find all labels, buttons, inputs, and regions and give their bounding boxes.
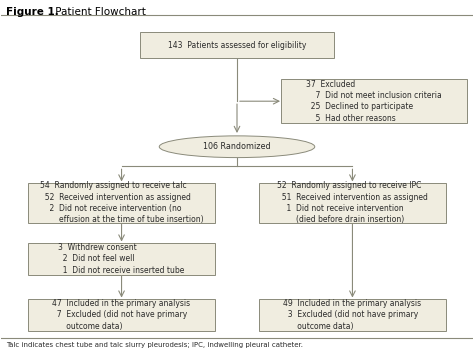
Text: Patient Flowchart: Patient Flowchart — [52, 7, 146, 17]
Text: 49  Included in the primary analysis
  3  Excluded (did not have primary
      o: 49 Included in the primary analysis 3 Ex… — [283, 299, 421, 331]
Text: 54  Randomly assigned to receive talc
  52  Received intervention as assigned
  : 54 Randomly assigned to receive talc 52 … — [40, 181, 203, 225]
FancyBboxPatch shape — [28, 243, 215, 275]
Text: 106 Randomized: 106 Randomized — [203, 142, 271, 151]
FancyBboxPatch shape — [259, 183, 446, 223]
FancyBboxPatch shape — [281, 79, 467, 123]
FancyBboxPatch shape — [259, 299, 446, 331]
Text: Figure 1.: Figure 1. — [6, 7, 59, 17]
Text: Talc indicates chest tube and talc slurry pleurodesis; IPC, indwelling pleural c: Talc indicates chest tube and talc slurr… — [6, 342, 303, 348]
FancyBboxPatch shape — [28, 299, 215, 331]
Text: 52  Randomly assigned to receive IPC
  51  Received intervention as assigned
   : 52 Randomly assigned to receive IPC 51 R… — [277, 181, 428, 225]
FancyBboxPatch shape — [28, 183, 215, 223]
Text: 3  Withdrew consent
  2  Did not feel well
  1  Did not receive inserted tube: 3 Withdrew consent 2 Did not feel well 1… — [58, 243, 185, 275]
FancyBboxPatch shape — [140, 32, 334, 58]
Text: 47  Included in the primary analysis
  7  Excluded (did not have primary
      o: 47 Included in the primary analysis 7 Ex… — [53, 299, 191, 331]
Text: 143  Patients assessed for eligibility: 143 Patients assessed for eligibility — [168, 41, 306, 50]
Ellipse shape — [159, 136, 315, 157]
Text: 37  Excluded
    7  Did not meet inclusion criteria
  25  Declined to participat: 37 Excluded 7 Did not meet inclusion cri… — [306, 79, 441, 123]
